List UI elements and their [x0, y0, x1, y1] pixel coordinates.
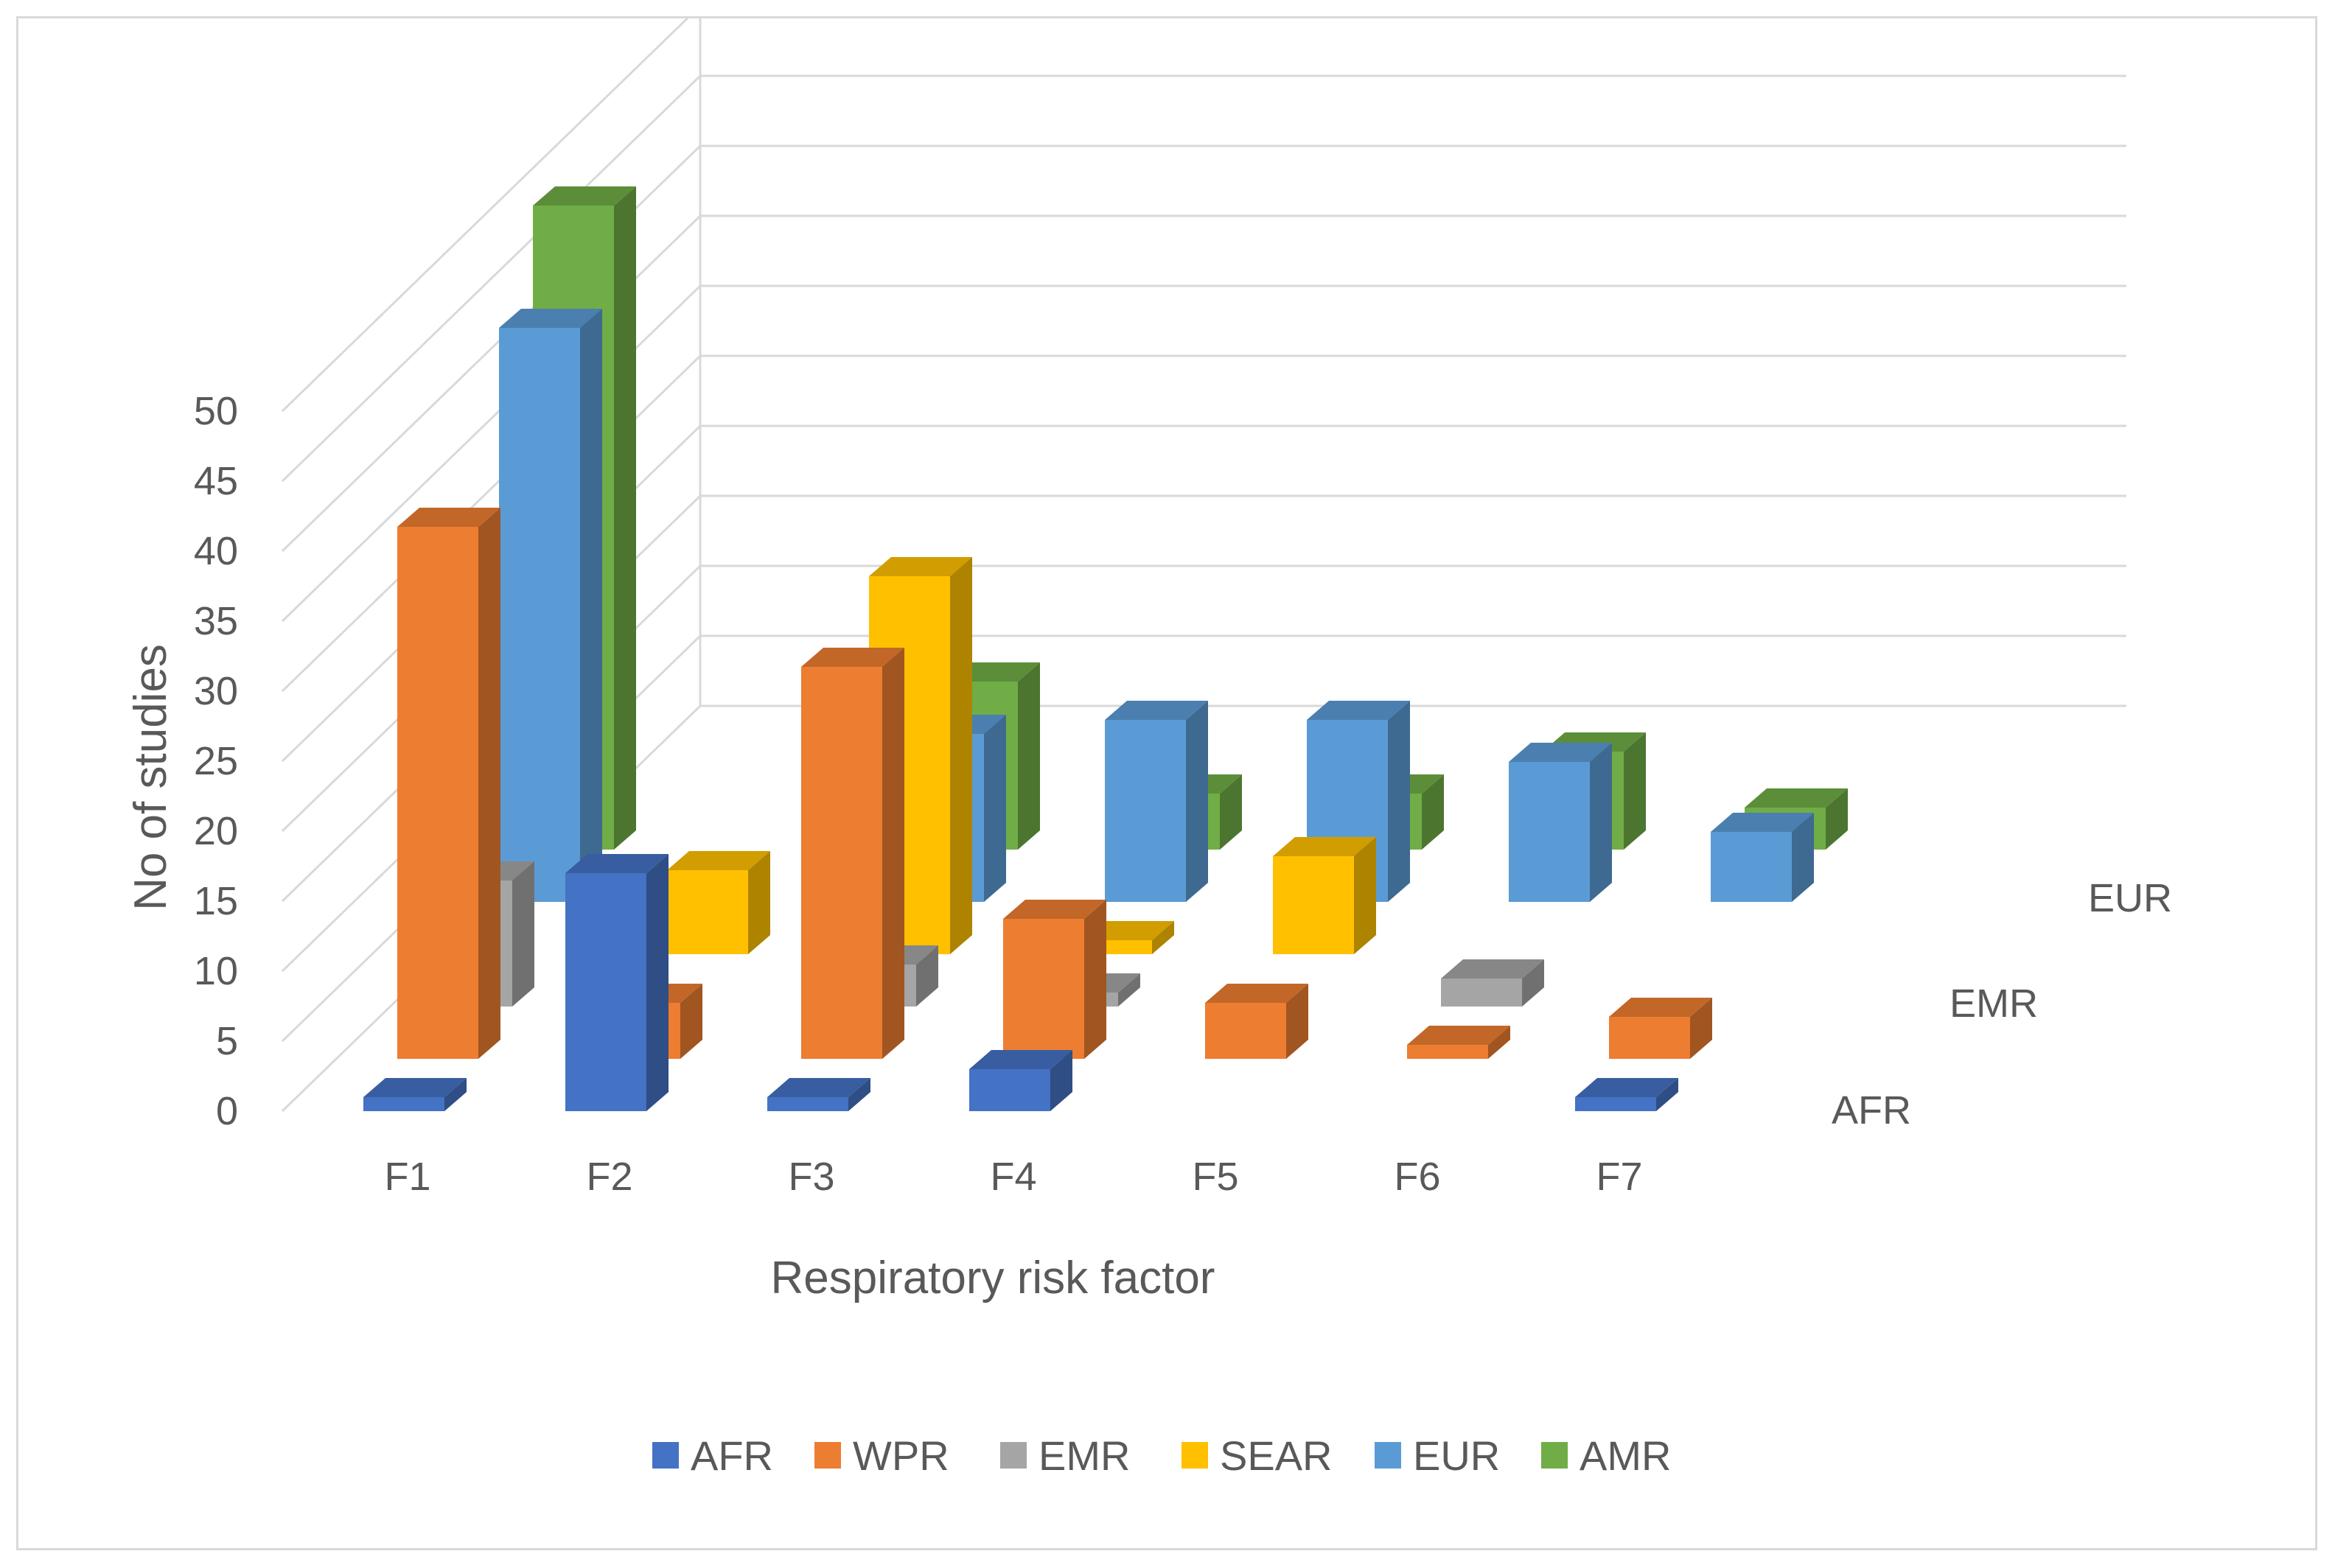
x-tick-labels: F1 F2 F3 F4 F5 F6 F7	[384, 1155, 1642, 1199]
bar-SEAR-F2	[667, 851, 770, 954]
y-tick-20: 20	[194, 809, 238, 853]
y-tick-5: 5	[216, 1019, 238, 1063]
depth-label-AFR: AFR	[1832, 1088, 1911, 1133]
bar-AFR-F4	[969, 1050, 1072, 1111]
bar-SEAR-F5	[1273, 837, 1376, 954]
bar-WPR-F3	[801, 648, 904, 1059]
bar-EUR-F4	[1105, 701, 1208, 902]
x-tick-F5: F5	[1192, 1155, 1238, 1199]
legend-label-AMR: AMR	[1580, 1432, 1671, 1479]
bars	[363, 186, 1848, 1111]
legend-swatch-AMR	[1541, 1442, 1568, 1469]
y-tick-0: 0	[216, 1089, 238, 1133]
legend-swatch-AFR	[652, 1442, 679, 1469]
bar-WPR-F1	[397, 508, 500, 1059]
legend-label-AFR: AFR	[691, 1432, 773, 1479]
legend-item-EMR: EMR	[1000, 1432, 1130, 1479]
bar-WPR-F4	[1003, 900, 1106, 1059]
y-tick-25: 25	[194, 739, 238, 783]
x-axis-title: Respiratory risk factor	[771, 1253, 1215, 1303]
bar-EUR-F7	[1711, 813, 1814, 902]
legend-item-AFR: AFR	[652, 1432, 773, 1479]
bar-AFR-F3	[767, 1078, 870, 1111]
y-tick-35: 35	[194, 599, 238, 643]
y-tick-40: 40	[194, 529, 238, 573]
bar-WPR-F5	[1205, 984, 1308, 1059]
y-tick-50: 50	[194, 389, 238, 433]
bar-AFR-F2	[565, 854, 669, 1111]
x-tick-F4: F4	[990, 1155, 1036, 1199]
bar-AFR-F1	[363, 1078, 467, 1111]
gridline-left-45	[281, 74, 702, 483]
legend-swatch-EMR	[1000, 1442, 1027, 1469]
gridline-left-50	[281, 18, 689, 413]
bar-EMR-F6	[1441, 959, 1544, 1007]
x-tick-F3: F3	[788, 1155, 834, 1199]
x-tick-F7: F7	[1596, 1155, 1642, 1199]
y-tick-45: 45	[194, 459, 238, 503]
legend-swatch-SEAR	[1182, 1442, 1208, 1469]
legend: AFR WPR EMR SEAR EUR AMR	[652, 1432, 1671, 1479]
bar-AFR-F7	[1575, 1078, 1678, 1111]
chart-frame: 0 5 10 15 20 25 30 35 40 45 50 F1 F2 F3 F4 F5 F6 F7 AFR E…	[16, 16, 2317, 1550]
y-tick-10: 10	[194, 949, 238, 993]
legend-swatch-EUR	[1375, 1442, 1401, 1469]
legend-item-WPR: WPR	[814, 1432, 949, 1479]
bar-WPR-F7	[1609, 998, 1712, 1059]
legend-item-EUR: EUR	[1375, 1432, 1500, 1479]
y-tick-labels: 0 5 10 15 20 25 30 35 40 45 50	[194, 389, 238, 1133]
legend-label-SEAR: SEAR	[1220, 1432, 1333, 1479]
bar-WPR-F6	[1407, 1026, 1510, 1059]
x-tick-F1: F1	[384, 1155, 430, 1199]
depth-label-EMR: EMR	[1950, 981, 2038, 1026]
chart-svg: 0 5 10 15 20 25 30 35 40 45 50 F1 F2 F3 F4 F5 F6 F7 AFR E…	[125, 18, 2172, 1479]
legend-item-SEAR: SEAR	[1182, 1432, 1333, 1479]
y-axis-title: No of studies	[125, 644, 176, 911]
legend-label-WPR: WPR	[853, 1432, 949, 1479]
x-tick-F6: F6	[1394, 1155, 1440, 1199]
y-tick-15: 15	[194, 879, 238, 923]
bar-EUR-F6	[1509, 743, 1612, 902]
legend-label-EMR: EMR	[1039, 1432, 1130, 1479]
y-tick-30: 30	[194, 669, 238, 713]
legend-swatch-WPR	[814, 1442, 841, 1469]
legend-label-EUR: EUR	[1413, 1432, 1500, 1479]
depth-labels: AFR EMR EUR	[1832, 876, 2172, 1133]
x-tick-F2: F2	[586, 1155, 632, 1199]
legend-item-AMR: AMR	[1541, 1432, 1671, 1479]
depth-label-EUR: EUR	[2088, 876, 2172, 920]
gridline-left-40	[281, 144, 702, 553]
bar-EUR-F1	[499, 309, 602, 902]
